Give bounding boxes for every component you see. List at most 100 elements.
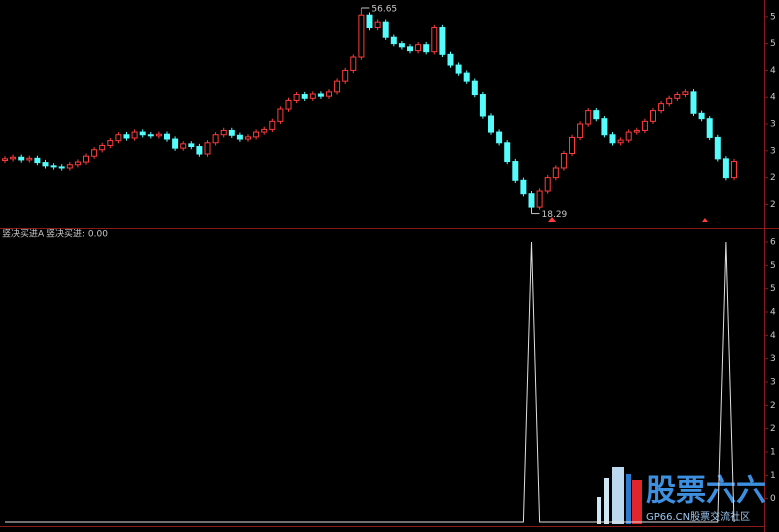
candle-body	[528, 193, 535, 208]
candle-body	[641, 120, 648, 131]
candle-body	[617, 139, 624, 144]
indicator-line	[5, 241, 735, 523]
candle-body	[155, 133, 162, 137]
candle-body	[674, 94, 681, 99]
indicator-name: 竖决买进A	[2, 228, 45, 240]
candle-body	[512, 161, 519, 181]
y-tick-label: 5	[770, 284, 776, 294]
candle-body	[277, 108, 284, 122]
candle-body	[609, 134, 616, 144]
candle-body	[520, 179, 527, 195]
candle-body	[625, 131, 632, 141]
y-tick-label: 25	[770, 173, 779, 183]
candle-body	[204, 142, 211, 155]
candle-body	[131, 131, 138, 139]
candle-body	[261, 128, 268, 133]
candle-body	[439, 27, 446, 55]
candle-body	[326, 91, 332, 97]
candle-body	[666, 97, 673, 105]
logo-bar	[626, 474, 631, 524]
candle-body	[83, 155, 89, 163]
y-tick-label: 30	[770, 146, 779, 156]
candle-body	[415, 44, 422, 52]
candle-body	[139, 131, 146, 136]
candle-body	[334, 80, 341, 93]
candle-body	[66, 164, 73, 169]
candle-body	[390, 36, 397, 45]
candle-body	[196, 146, 203, 155]
candle-body	[342, 69, 349, 82]
candle-body	[504, 142, 511, 163]
candle-body	[18, 156, 25, 161]
watermark: 股票六六 GP66.CN股票交流社区	[597, 467, 766, 524]
candle-body	[471, 80, 478, 96]
y-tick-label: 55	[770, 12, 779, 22]
candle-body	[285, 99, 292, 110]
candle-body	[455, 64, 462, 74]
y-tick-label: 20	[770, 200, 779, 210]
candle-body	[26, 157, 33, 161]
candle-body	[560, 153, 567, 169]
candle-body	[220, 129, 227, 136]
y-tick-label: 1	[770, 471, 776, 481]
candle-body	[382, 21, 389, 38]
signal-icon	[548, 217, 556, 222]
candle-body	[188, 143, 195, 148]
candle-body	[593, 110, 600, 120]
candle-body	[577, 123, 584, 138]
candle-body	[180, 143, 187, 149]
candle-body	[496, 131, 503, 144]
candle-body	[682, 91, 689, 96]
logo-bar	[597, 497, 601, 524]
candle-body	[552, 167, 559, 179]
candle-body	[34, 157, 41, 164]
candle-body	[50, 165, 57, 168]
candle-body	[301, 94, 308, 99]
y-tick-label: 40	[770, 93, 779, 103]
candle-body	[2, 158, 8, 161]
candle-body	[536, 190, 543, 208]
signal-icon	[702, 218, 708, 222]
logo-bar	[632, 480, 642, 524]
candle-body	[147, 134, 154, 137]
candle-body	[99, 144, 106, 151]
candle-body	[107, 140, 114, 146]
y-tick-label: 3	[770, 378, 776, 388]
candle-body	[658, 103, 665, 112]
candle-body	[447, 53, 454, 66]
candle-body	[722, 158, 729, 179]
candle-body	[269, 120, 276, 130]
candle-body	[731, 161, 737, 179]
y-tick-label: 35	[770, 120, 779, 130]
candle-body	[74, 161, 81, 166]
candle-body	[366, 14, 373, 29]
candle-body	[488, 115, 494, 133]
candle-body	[115, 134, 122, 142]
candle-body	[706, 118, 713, 138]
candle-body	[42, 162, 49, 167]
logo-bar	[612, 467, 624, 524]
y-tick-label: 5.5	[770, 261, 779, 271]
candle-body	[58, 166, 65, 169]
candle-body	[407, 46, 413, 52]
candle-body	[714, 136, 721, 160]
indicator-label: 竖决买进: 0.00	[46, 228, 108, 240]
candle-body	[253, 131, 260, 138]
candle-body	[374, 21, 381, 29]
candle-body	[123, 134, 130, 139]
axis-labels: 55 50 45 40 35 30 25 20 6 5.5 5 4.5 4 3.5 3 2.5 2 1.5 1 0.5	[770, 12, 779, 504]
candle-body	[164, 133, 170, 140]
candle-body	[569, 136, 575, 155]
candle-body	[690, 91, 697, 114]
candle-body	[650, 110, 656, 122]
candle-body	[317, 93, 324, 97]
y-tick-label: 1.5	[770, 448, 779, 458]
candle-body	[309, 93, 316, 99]
y-tick-label: 45	[770, 66, 779, 76]
logo-bar	[604, 478, 609, 524]
y-tick-label: 50	[770, 39, 779, 49]
candle-body	[585, 110, 592, 125]
candle-body	[293, 94, 300, 101]
